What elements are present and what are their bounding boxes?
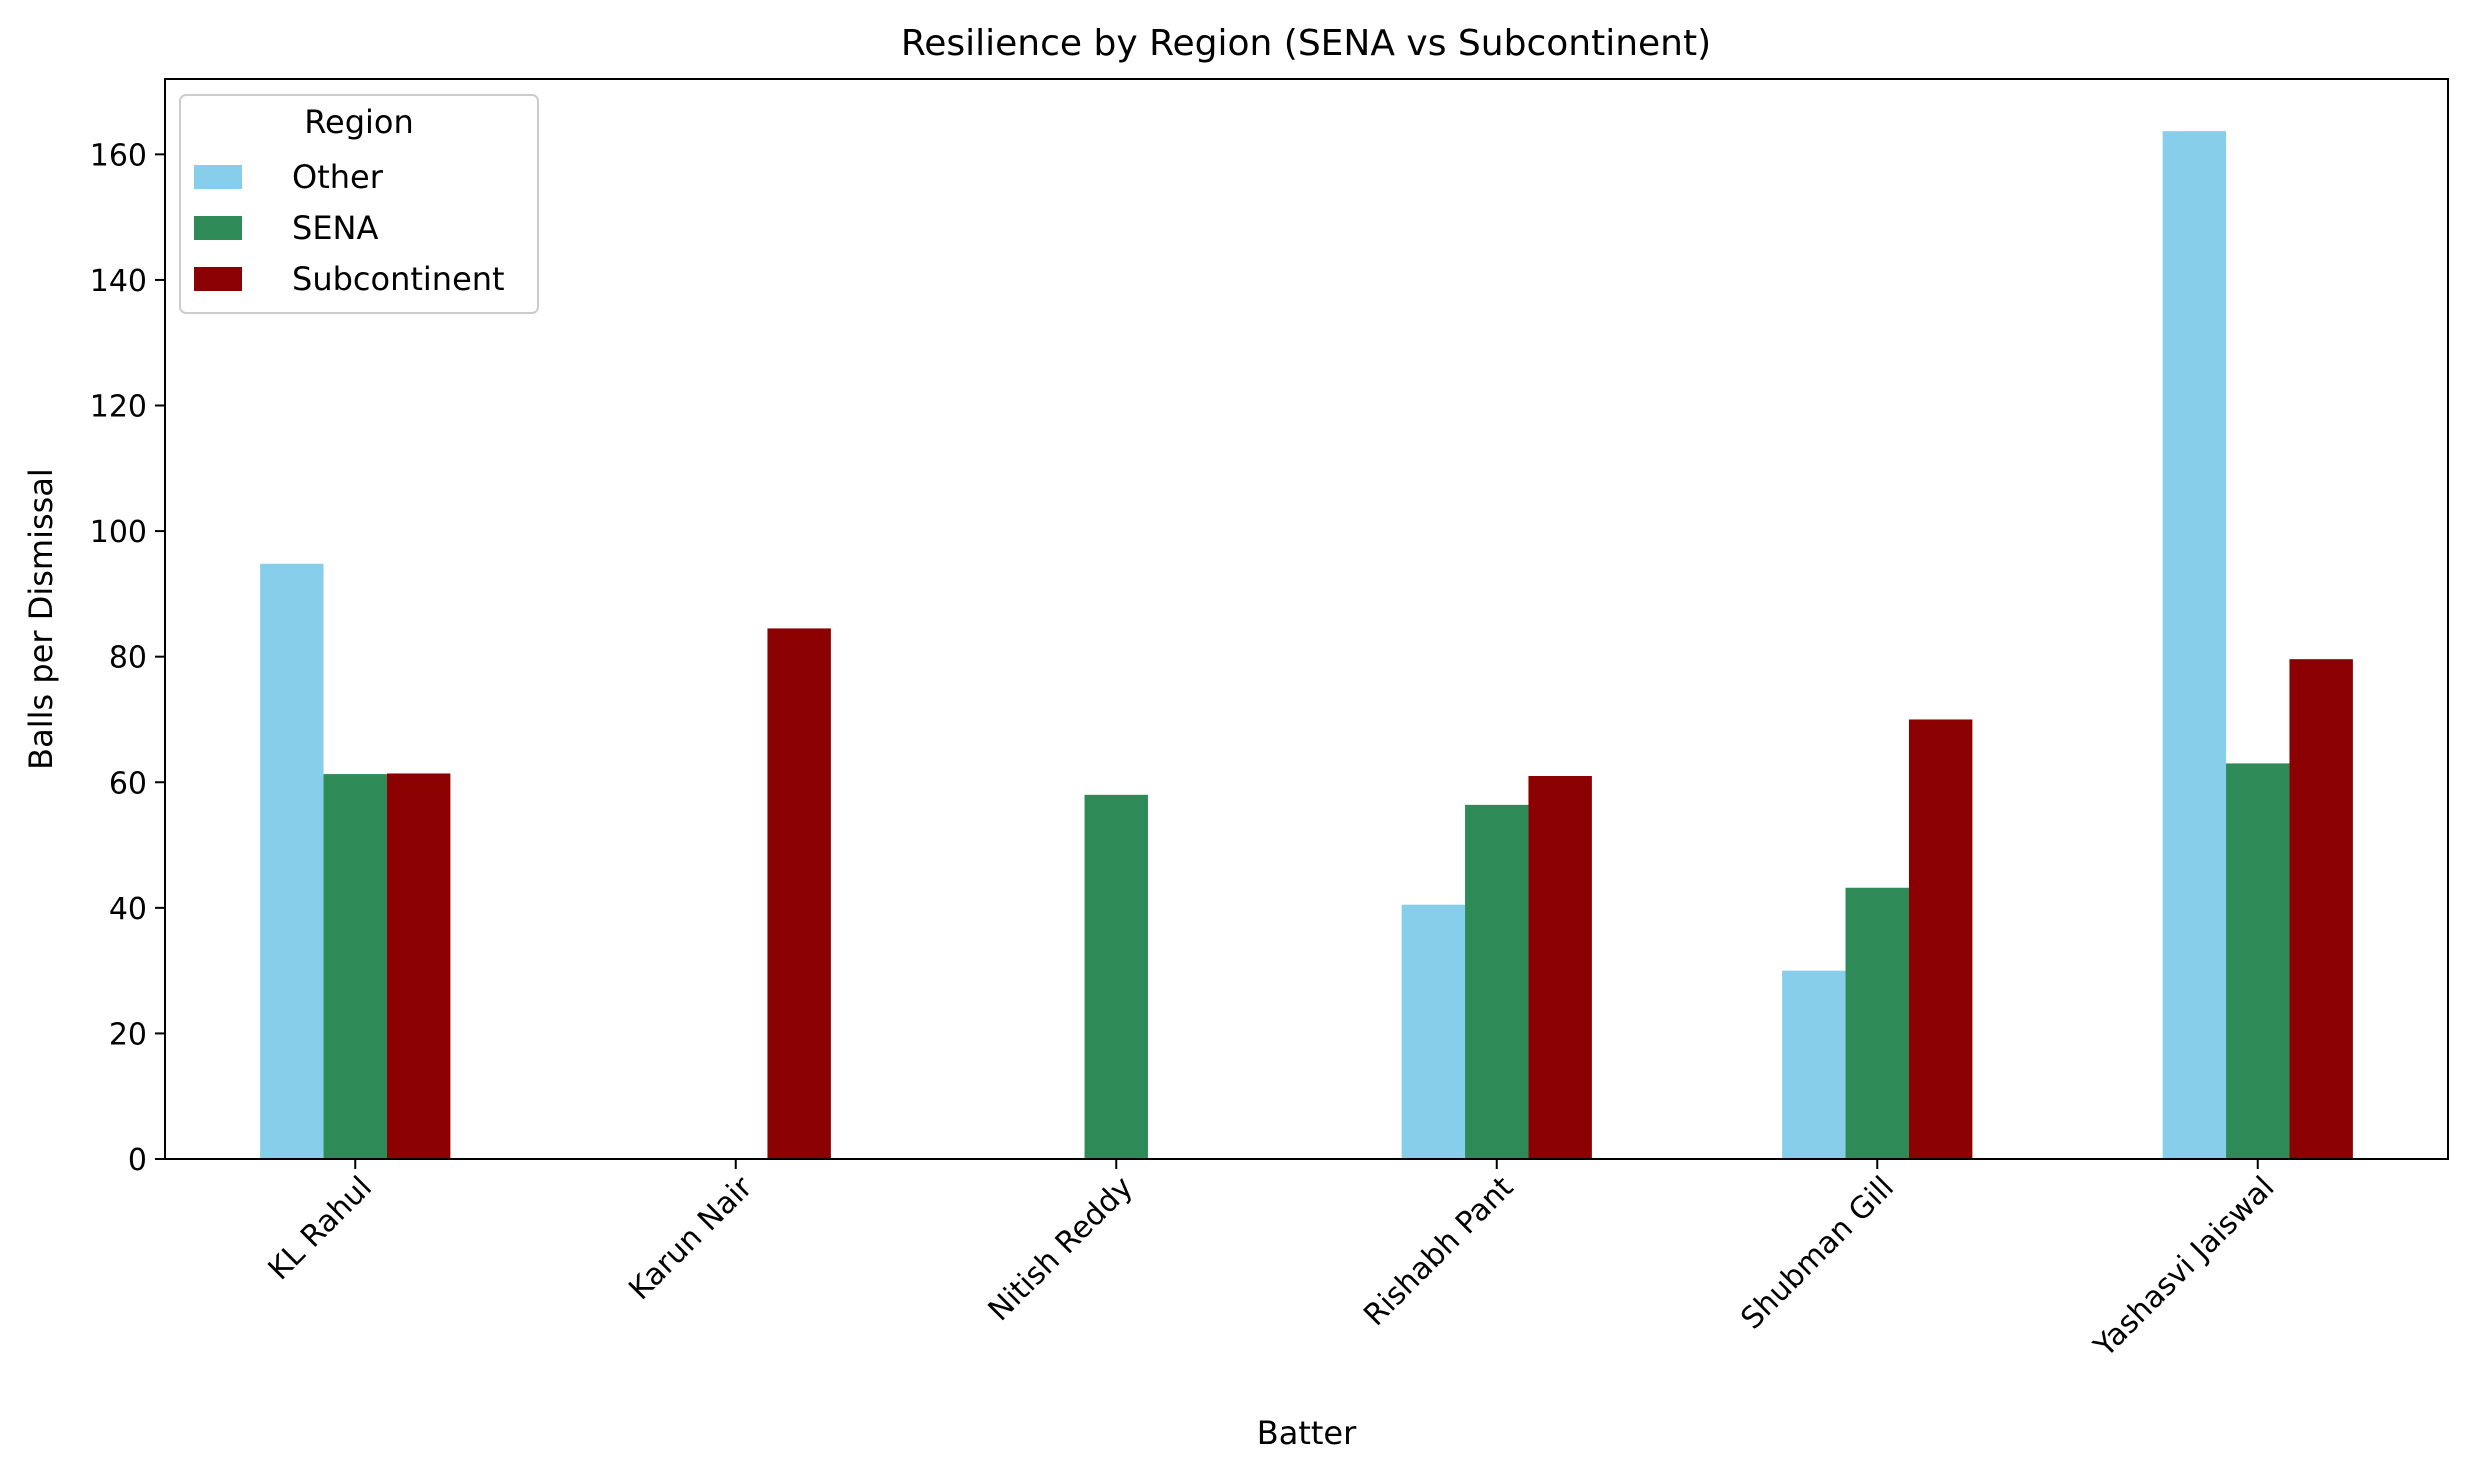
x-tick-label: Yashasvi Jaiswal bbox=[2087, 1170, 2282, 1365]
y-tick-label: 140 bbox=[90, 264, 147, 299]
y-axis-label: Balls per Dismissal bbox=[22, 468, 60, 770]
bar-sena-nitish-reddy bbox=[1084, 794, 1148, 1159]
bar-subcontinent-rishabh-pant bbox=[1528, 775, 1592, 1159]
bar-subcontinent-kl-rahul bbox=[386, 773, 451, 1159]
bar-other-yashasvi-jaiswal bbox=[2162, 131, 2227, 1159]
plot-frame bbox=[164, 78, 2449, 1160]
x-tick-label: Nitish Reddy bbox=[982, 1170, 1140, 1328]
bar-sena-rishabh-pant bbox=[1465, 804, 1529, 1159]
bars-group bbox=[260, 131, 2353, 1159]
bar-sena-shubman-gill bbox=[1845, 887, 1909, 1159]
bar-sena-yashasvi-jaiswal bbox=[2226, 763, 2290, 1159]
bar-other-shubman-gill bbox=[1782, 970, 1846, 1159]
bar-sena-kl-rahul bbox=[323, 774, 387, 1159]
y-tick-label: 120 bbox=[90, 390, 147, 425]
y-tick-label: 20 bbox=[109, 1017, 147, 1052]
x-tick-label: Shubman Gill bbox=[1734, 1170, 1901, 1337]
bar-subcontinent-shubman-gill bbox=[1908, 719, 1973, 1159]
legend-swatch-other bbox=[194, 165, 242, 189]
y-tick-label: 100 bbox=[90, 515, 147, 550]
bar-other-rishabh-pant bbox=[1401, 904, 1466, 1159]
legend: Region Other SENA Subcontinent bbox=[179, 94, 539, 314]
y-tick-label: 0 bbox=[128, 1143, 147, 1178]
legend-title: Region bbox=[304, 103, 414, 141]
x-tick-label: Karun Nair bbox=[622, 1169, 760, 1307]
y-tick-label: 40 bbox=[109, 892, 147, 927]
x-axis-label: Batter bbox=[1257, 1414, 1357, 1452]
legend-label-other: Other bbox=[292, 158, 384, 196]
bar-subcontinent-karun-nair bbox=[767, 628, 831, 1159]
legend-label-subcontinent: Subcontinent bbox=[292, 260, 505, 298]
y-tick-label: 160 bbox=[90, 138, 147, 173]
x-tick-label: KL Rahul bbox=[262, 1170, 379, 1287]
chart-title: Resilience by Region (SENA vs Subcontine… bbox=[901, 23, 1711, 64]
legend-swatch-subcontinent bbox=[194, 267, 242, 291]
x-tick-label: Rishabh Pant bbox=[1357, 1170, 1520, 1333]
y-tick-label: 60 bbox=[109, 766, 147, 801]
legend-frame bbox=[179, 94, 539, 314]
legend-label-sena: SENA bbox=[292, 209, 378, 247]
y-tick-label: 80 bbox=[109, 641, 147, 676]
bar-subcontinent-yashasvi-jaiswal bbox=[2289, 659, 2353, 1159]
y-axis: 0 20 40 60 80 100 120 140 160 bbox=[90, 138, 165, 1178]
legend-swatch-sena bbox=[194, 216, 242, 240]
bar-other-kl-rahul bbox=[260, 563, 324, 1159]
x-axis: KL Rahul Karun Nair Nitish Reddy Rishabh Pa… bbox=[262, 1159, 2282, 1365]
